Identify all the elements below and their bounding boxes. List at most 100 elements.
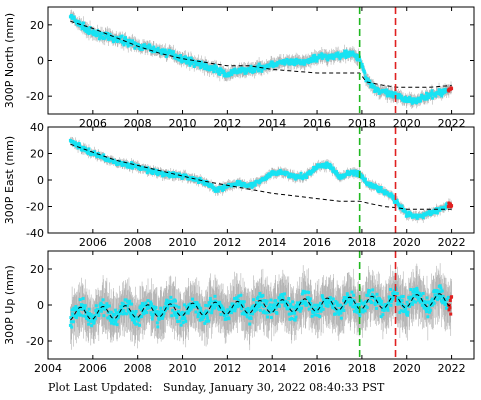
observation-point (106, 31, 110, 35)
observation-point (265, 177, 269, 181)
observation-point (311, 54, 315, 58)
observation-point (361, 308, 365, 312)
y-tick-label: 40 (30, 121, 44, 134)
observation-point (95, 307, 99, 311)
observation-point (256, 64, 260, 68)
observation-point (155, 310, 159, 314)
observation-point (199, 306, 203, 310)
observation-point (438, 284, 442, 288)
observation-point (389, 94, 393, 98)
observation-point (288, 58, 292, 62)
observation-point (237, 294, 241, 298)
observation-point (444, 206, 448, 210)
observation-point (230, 72, 234, 76)
observation-point (81, 297, 85, 301)
observation-point (338, 303, 342, 307)
observation-point (188, 304, 192, 308)
observation-point (407, 97, 411, 101)
observation-point (184, 319, 188, 323)
observation-point (238, 180, 242, 184)
observation-point (310, 314, 314, 318)
observation-point (248, 69, 252, 73)
observation-point (444, 302, 448, 306)
observation-point (237, 67, 241, 71)
y-tick-label: 20 (30, 263, 44, 276)
observation-point (299, 306, 303, 310)
observation-point (279, 293, 283, 297)
observation-point (253, 69, 257, 73)
observation-point (418, 292, 422, 296)
observation-point (245, 315, 249, 319)
observation-point (71, 139, 75, 143)
observation-point (119, 305, 123, 309)
recent-point (450, 87, 454, 91)
observation-point (128, 162, 132, 166)
observation-point (275, 311, 279, 315)
observation-point (115, 323, 119, 327)
observation-point (206, 310, 210, 314)
x-tick-label: 2020 (393, 236, 421, 249)
observation-point (296, 308, 300, 312)
observation-point (213, 63, 217, 67)
observation-point (85, 316, 89, 320)
observation-point (265, 311, 269, 315)
observation-point (155, 321, 159, 325)
panel-2: 2006 2008 2010 2012 2014 2016 2018 2020 2022 -40 -… (3, 121, 475, 249)
observation-point (332, 305, 336, 309)
observation-point (359, 64, 363, 68)
observation-point (342, 53, 346, 57)
observation-point (287, 312, 291, 316)
observation-point (174, 304, 178, 308)
observation-point (346, 293, 350, 297)
observation-point (86, 149, 90, 153)
observation-point (156, 173, 160, 177)
observation-point (390, 92, 394, 96)
observation-point (409, 295, 413, 299)
observation-point (207, 319, 211, 323)
observation-point (419, 293, 423, 297)
observation-point (78, 21, 82, 25)
observation-point (151, 172, 155, 176)
observation-point (315, 303, 319, 307)
observation-point (152, 45, 156, 49)
observation-point (103, 36, 107, 40)
observation-point (374, 86, 378, 90)
observation-point (178, 319, 182, 323)
observation-point (343, 54, 347, 58)
y-tick-label: -40 (26, 227, 44, 240)
observation-point (249, 65, 253, 69)
observation-point (180, 176, 184, 180)
y-tick-label: 0 (37, 174, 44, 187)
observation-point (368, 81, 372, 85)
observation-point (69, 320, 73, 324)
observation-point (352, 293, 356, 297)
observation-point (189, 307, 193, 311)
observation-point (354, 302, 358, 306)
observation-point (111, 316, 115, 320)
observation-point (333, 312, 337, 316)
observation-point (354, 55, 358, 59)
observation-point (83, 304, 87, 308)
observation-point (233, 67, 237, 71)
observation-point (182, 314, 186, 318)
observation-point (86, 318, 90, 322)
observation-point (235, 296, 239, 300)
observation-point (441, 92, 445, 96)
observation-point (123, 36, 127, 40)
observation-point (186, 311, 190, 315)
observation-point (292, 61, 296, 65)
observation-point (237, 183, 241, 187)
x-tick-label: 2006 (79, 362, 107, 375)
observation-point (316, 310, 320, 314)
observation-point (199, 60, 203, 64)
observation-point (180, 175, 184, 179)
observation-point (200, 318, 204, 322)
observation-point (171, 50, 175, 54)
observation-point (404, 306, 408, 310)
observation-point (293, 174, 297, 178)
observation-point (119, 35, 123, 39)
observation-point (308, 299, 312, 303)
observation-point (382, 309, 386, 313)
observation-point (284, 302, 288, 306)
observation-point (361, 174, 365, 178)
